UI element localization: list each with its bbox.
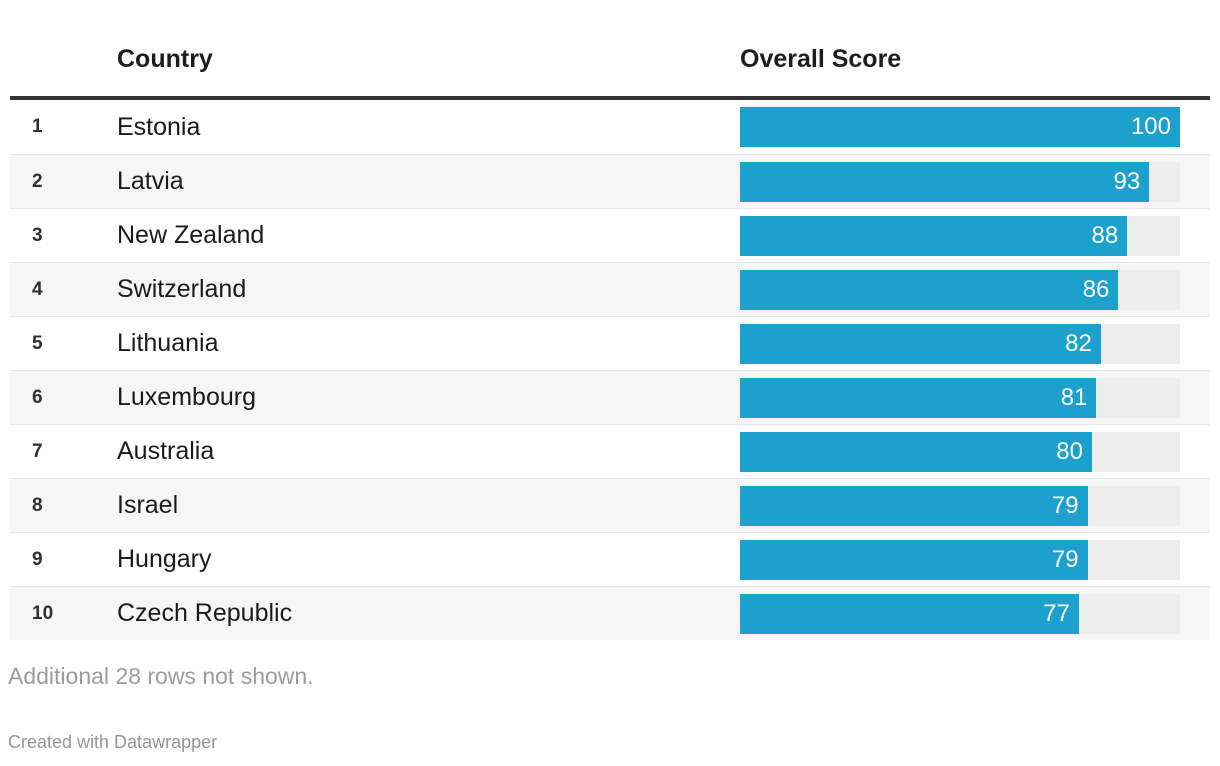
rank-cell: 8 xyxy=(32,494,43,516)
country-cell: Hungary xyxy=(117,545,212,573)
header-rank xyxy=(10,44,117,74)
header-overall-score: Overall Score xyxy=(740,45,902,73)
score-bar: 82 xyxy=(740,323,1101,364)
bar-track: 80 xyxy=(740,431,1180,472)
bar-track: 100 xyxy=(740,107,1180,147)
score-bar-cell: 88 xyxy=(740,215,1210,256)
bar-track: 82 xyxy=(740,323,1180,364)
country-cell: Australia xyxy=(117,437,215,465)
header-country: Country xyxy=(117,45,213,73)
score-bar-cell: 100 xyxy=(740,107,1210,147)
rank-cell: 10 xyxy=(32,602,54,624)
score-bar-cell: 77 xyxy=(740,593,1210,634)
country-cell: Latvia xyxy=(117,167,184,195)
rank-cell: 2 xyxy=(32,170,43,192)
score-value: 80 xyxy=(1056,437,1083,465)
score-value: 81 xyxy=(1060,383,1088,411)
score-bar: 80 xyxy=(740,431,1092,472)
score-bar: 86 xyxy=(740,269,1119,310)
score-bar: 100 xyxy=(740,107,1180,147)
table-header-row: Country Overall Score xyxy=(10,0,1210,100)
score-bar-cell: 79 xyxy=(740,539,1210,580)
rank-cell: 7 xyxy=(32,440,43,462)
country-cell: New Zealand xyxy=(117,221,265,249)
rank-cell: 1 xyxy=(32,116,43,137)
score-bar-cell: 81 xyxy=(740,377,1210,418)
bar-track: 79 xyxy=(740,485,1180,526)
rows-not-shown-note: Additional 28 rows not shown. xyxy=(8,663,314,689)
table-body: 1 Estonia 100 2 Latvia 93 xyxy=(10,100,1210,640)
score-value: 82 xyxy=(1065,329,1092,357)
table-row: 4 Switzerland 86 xyxy=(10,262,1210,316)
score-value: 100 xyxy=(1130,113,1171,140)
country-cell: Switzerland xyxy=(117,275,247,303)
score-bar-cell: 86 xyxy=(740,269,1210,310)
score-value: 77 xyxy=(1043,599,1070,627)
bar-track: 86 xyxy=(740,269,1180,310)
table-row: 1 Estonia 100 xyxy=(10,100,1210,154)
table-row: 9 Hungary 79 xyxy=(10,532,1210,586)
score-bar-cell: 79 xyxy=(740,485,1210,526)
score-bar: 93 xyxy=(740,161,1150,202)
country-cell: Lithuania xyxy=(117,329,219,357)
bar-track: 77 xyxy=(740,593,1180,634)
rank-cell: 9 xyxy=(32,548,43,570)
score-value: 88 xyxy=(1091,221,1119,249)
country-cell: Estonia xyxy=(117,112,201,141)
score-bar-cell: 93 xyxy=(740,161,1210,202)
score-bar: 77 xyxy=(740,593,1079,634)
table-row: 3 New Zealand 88 xyxy=(10,208,1210,262)
score-bar-cell: 80 xyxy=(740,431,1210,472)
score-bar-cell: 82 xyxy=(740,323,1210,364)
country-cell: Czech Republic xyxy=(117,599,293,627)
score-value: 79 xyxy=(1051,491,1079,519)
datawrapper-attribution-link[interactable]: Created with Datawrapper xyxy=(8,732,218,752)
rank-cell: 5 xyxy=(32,332,43,354)
country-cell: Israel xyxy=(117,491,179,519)
score-bar: 79 xyxy=(740,539,1088,580)
table-row: 7 Australia 80 xyxy=(10,424,1210,478)
score-value: 79 xyxy=(1051,545,1079,573)
score-value: 86 xyxy=(1082,275,1110,303)
bar-track: 79 xyxy=(740,539,1180,580)
table-row: 5 Lithuania 82 xyxy=(10,316,1210,370)
table-row: 6 Luxembourg 81 xyxy=(10,370,1210,424)
rank-cell: 3 xyxy=(32,224,43,246)
rank-cell: 6 xyxy=(32,386,43,408)
score-value: 93 xyxy=(1113,167,1141,195)
bar-track: 88 xyxy=(740,215,1180,256)
score-bar: 81 xyxy=(740,377,1097,418)
score-bar: 79 xyxy=(740,485,1088,526)
rank-cell: 4 xyxy=(32,278,43,300)
table-row: 2 Latvia 93 xyxy=(10,154,1210,208)
score-bar: 88 xyxy=(740,215,1128,256)
table-row: 10 Czech Republic 77 xyxy=(10,586,1210,640)
bar-track: 93 xyxy=(740,161,1180,202)
datawrapper-table: Country Overall Score 1 Estonia 100 2 La… xyxy=(10,0,1210,640)
country-cell: Luxembourg xyxy=(117,383,256,411)
table-row: 8 Israel 79 xyxy=(10,478,1210,532)
bar-track: 81 xyxy=(740,377,1180,418)
